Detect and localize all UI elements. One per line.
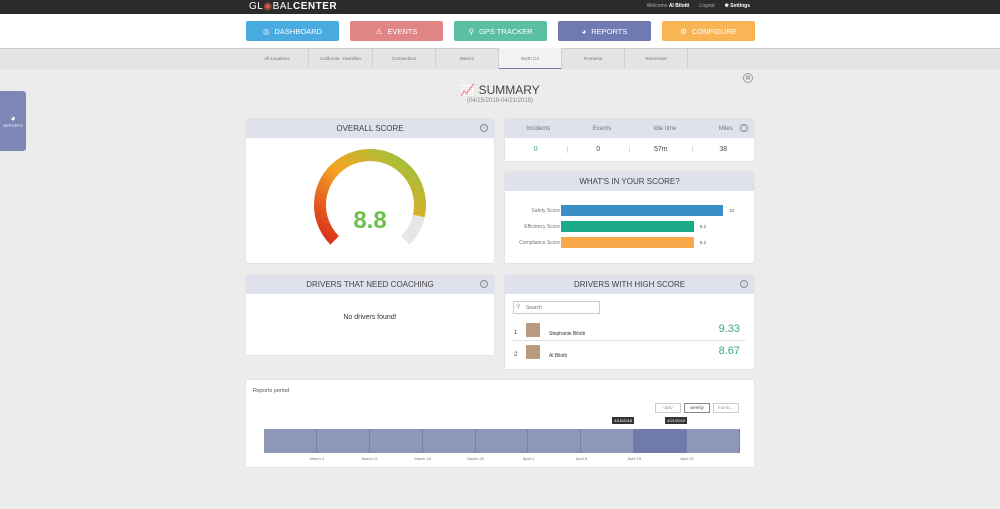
top-bar: GL◉BALCENTER Welcome Al Bilotti Logout ✱ S… — [0, 0, 1000, 14]
logo: GL◉BALCENTER — [249, 1, 338, 12]
timeline-week[interactable] — [634, 429, 688, 453]
period-weekly-button[interactable]: weekly — [684, 403, 710, 413]
timeline-tick: March 4 — [309, 456, 325, 461]
bar-value: 10 — [729, 208, 735, 213]
location-tab[interactable]: Romania — [562, 48, 625, 69]
location-tab[interactable]: Connecticut — [373, 48, 436, 69]
timeline-tick: April 1 — [522, 456, 535, 461]
timeline-week[interactable] — [316, 429, 370, 453]
info-icon[interactable]: i — [480, 124, 488, 132]
bar-value: 8.2 — [699, 240, 707, 245]
driver-row[interactable]: 2 Al Bilotti 8.67 — [512, 343, 746, 363]
date-range: (04/15/2018-04/21/2018) — [466, 98, 534, 104]
period-daily-button[interactable]: daily — [655, 403, 681, 413]
welcome-text: Welcome Al Bilotti — [646, 3, 690, 9]
stat-value: 0 — [505, 146, 568, 153]
score-bar — [561, 205, 723, 216]
driver-rank: 1 — [514, 330, 518, 336]
timeline-week[interactable] — [369, 429, 423, 453]
avatar — [526, 345, 540, 359]
bar-label: Compliance Score — [519, 240, 560, 246]
info-icon[interactable]: i — [740, 280, 748, 288]
search-input[interactable] — [513, 301, 600, 314]
bar-label: Safety Score — [531, 208, 560, 214]
bar-label: Efficiency Score — [524, 224, 560, 230]
settings-link[interactable]: ✱ Settings — [724, 3, 750, 9]
nav-icon: ⚲ — [468, 26, 474, 36]
stats-card: Incidents Events Idle time Miles i 0 0 57m 38 — [505, 119, 754, 161]
stat-header: Miles — [718, 125, 733, 132]
nav-configure-button[interactable]: ⚙ CONFIGURE — [662, 21, 755, 41]
nav-icon: ◕ — [581, 26, 587, 36]
stat-value: 38 — [719, 146, 728, 153]
location-tab[interactable]: Tennessee — [625, 48, 688, 69]
bar-value: 8.2 — [699, 224, 707, 229]
timeline-week[interactable] — [687, 429, 740, 453]
search-icon: ⚲ — [516, 304, 521, 310]
timeline-tick: April 15 — [627, 456, 641, 461]
nav-gps-tracker-button[interactable]: ⚲ GPS TRACKER — [454, 21, 547, 41]
info-icon[interactable]: i — [740, 124, 748, 132]
nav-icon: ⚙ — [680, 26, 687, 36]
range-marker-end-label[interactable]: 4/21/2018 — [665, 417, 687, 424]
timeline-tick: March 25 — [467, 456, 484, 461]
info-icon[interactable]: i — [480, 280, 488, 288]
driver-name: Al Bilotti — [549, 353, 568, 359]
page-title: 📈 SUMMARY — [460, 83, 540, 97]
timeline-tick: March 11 — [361, 456, 378, 461]
empty-message: No drivers found! — [343, 314, 397, 321]
score-bar — [561, 221, 694, 232]
stat-header: Idle time — [653, 125, 677, 132]
driver-name: Stephanie Bilotti — [549, 331, 586, 337]
location-tab[interactable]: All Locations — [246, 48, 309, 69]
logout-link[interactable]: Logout — [699, 3, 715, 9]
range-marker-start-label[interactable]: 4/15/2018 — [612, 417, 635, 424]
driver-row[interactable]: 1 Stephanie Bilotti 9.33 — [512, 321, 746, 341]
stat-value: 57m — [630, 146, 693, 153]
score-gauge: 8.8 — [314, 149, 426, 245]
reports-icon: ◕ — [10, 113, 16, 123]
location-tab[interactable]: North CA — [499, 48, 562, 69]
nav-events-button[interactable]: ⚠ EVENTS — [350, 21, 443, 41]
period-title: Reports period — [253, 388, 290, 394]
driver-rank: 2 — [514, 352, 518, 358]
timeline-week[interactable] — [475, 429, 529, 453]
timeline-tick: April 22 — [680, 456, 694, 461]
timeline-week[interactable] — [422, 429, 476, 453]
stat-header: Incidents — [526, 125, 551, 132]
chart-icon: 📈 — [460, 83, 476, 97]
nav-reports-button[interactable]: ◕ REPORTS — [558, 21, 651, 41]
timeline-week[interactable] — [581, 429, 635, 453]
stat-value: 0 — [568, 146, 630, 153]
driver-score: 9.33 — [718, 323, 740, 335]
location-tab[interactable]: California - Hamilton — [309, 48, 373, 69]
side-tab-reports[interactable]: ◕ REPORTS — [0, 91, 26, 151]
location-tab[interactable]: Mexico — [436, 48, 499, 69]
nav-icon: ⚠ — [375, 26, 383, 36]
stat-header: Events — [592, 125, 612, 132]
coaching-card: DRIVERS THAT NEED COACHING i No drivers f… — [246, 275, 494, 355]
period-monthly-button[interactable]: montc... — [713, 403, 739, 413]
print-icon[interactable]: ▤ — [743, 73, 753, 83]
timeline-tick: March 18 — [414, 456, 431, 461]
score-breakdown-card: WHAT'S IN YOUR SCORE? Safety Score 10 Effi… — [505, 172, 754, 263]
score-value: 8.8 — [353, 207, 386, 234]
driver-score: 8.67 — [718, 345, 740, 357]
score-bar — [561, 237, 694, 248]
timeline-week[interactable] — [528, 429, 582, 453]
timeline-tick: April 8 — [575, 456, 587, 461]
timeline-week[interactable] — [264, 429, 317, 453]
overall-score-card: OVERALL SCORE i 8.8 — [246, 119, 494, 263]
nav-dashboard-button[interactable]: ◎ DASHBOARD — [246, 21, 339, 41]
avatar — [526, 323, 540, 337]
nav-icon: ◎ — [262, 26, 270, 36]
